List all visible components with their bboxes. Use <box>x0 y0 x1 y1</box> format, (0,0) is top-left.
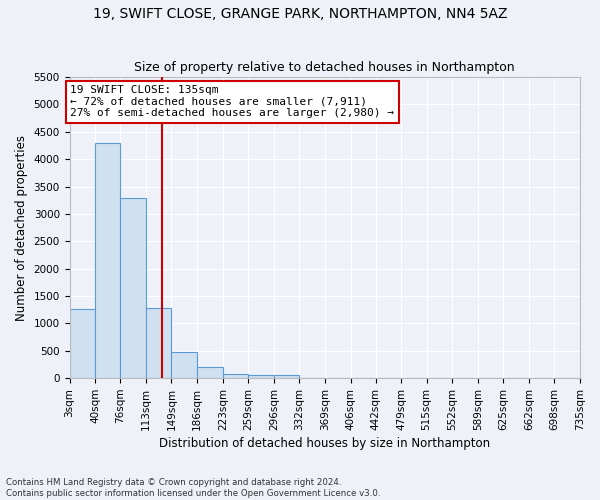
Bar <box>248 375 274 378</box>
Bar <box>95 143 121 378</box>
Bar <box>146 308 172 378</box>
Bar <box>223 374 248 378</box>
Bar <box>70 309 95 378</box>
Bar <box>172 352 197 378</box>
Text: Contains HM Land Registry data © Crown copyright and database right 2024.
Contai: Contains HM Land Registry data © Crown c… <box>6 478 380 498</box>
Bar <box>121 198 146 378</box>
Bar <box>274 375 299 378</box>
X-axis label: Distribution of detached houses by size in Northampton: Distribution of detached houses by size … <box>159 437 490 450</box>
Y-axis label: Number of detached properties: Number of detached properties <box>15 134 28 320</box>
Text: 19 SWIFT CLOSE: 135sqm
← 72% of detached houses are smaller (7,911)
27% of semi-: 19 SWIFT CLOSE: 135sqm ← 72% of detached… <box>70 86 394 118</box>
Title: Size of property relative to detached houses in Northampton: Size of property relative to detached ho… <box>134 62 515 74</box>
Text: 19, SWIFT CLOSE, GRANGE PARK, NORTHAMPTON, NN4 5AZ: 19, SWIFT CLOSE, GRANGE PARK, NORTHAMPTO… <box>93 8 507 22</box>
Bar <box>197 368 223 378</box>
